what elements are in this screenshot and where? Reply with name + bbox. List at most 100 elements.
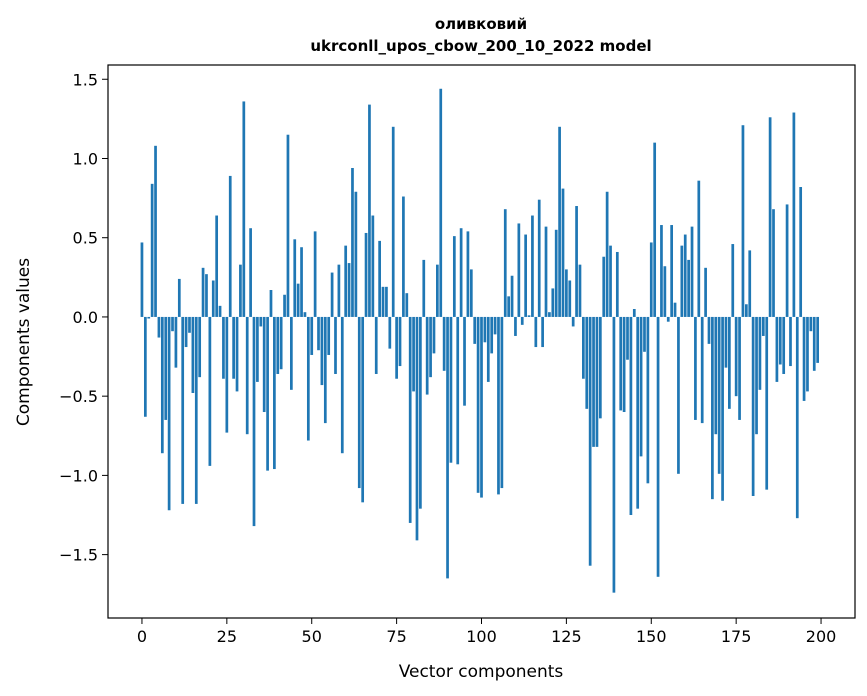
x-axis-label: Vector components	[399, 662, 564, 682]
bar-62	[351, 167, 354, 317]
bar-71	[381, 286, 385, 317]
bar-47	[300, 247, 303, 317]
bar-60	[344, 245, 348, 317]
bar-30	[242, 101, 246, 317]
bar-31	[245, 316, 249, 435]
bar-80	[412, 316, 415, 392]
bar-48	[303, 312, 307, 317]
bar-74	[391, 126, 395, 317]
bar-26	[228, 175, 232, 317]
bar-90	[446, 316, 449, 579]
bar-75	[395, 316, 398, 379]
bar-50	[310, 316, 314, 355]
bar-188	[778, 316, 782, 365]
bar-140	[615, 251, 619, 317]
bar-124	[561, 188, 565, 317]
bar-25	[225, 316, 229, 433]
bar-125	[565, 269, 568, 317]
bar-147	[639, 316, 643, 457]
bar-180	[751, 316, 755, 496]
y-axis: −1.5 −1.0 −0.5 0.0 0.5 1.0 1.5	[59, 70, 108, 565]
x-tick-label: 100	[466, 627, 497, 646]
bar-88	[439, 88, 443, 317]
bar-2	[147, 316, 151, 319]
bar-63	[354, 191, 358, 317]
bar-155	[666, 316, 670, 322]
bar-194	[799, 187, 803, 317]
bar-173	[728, 316, 731, 409]
bar-132	[588, 316, 592, 566]
bar-86	[432, 316, 436, 354]
bar-177	[741, 125, 745, 317]
bar-87	[436, 264, 439, 317]
bar-113	[524, 234, 527, 317]
bar-40	[276, 316, 280, 374]
bar-182	[758, 316, 762, 390]
bar-21	[211, 280, 215, 317]
bar-158	[677, 316, 680, 474]
bar-151	[653, 142, 657, 317]
bar-51	[313, 231, 317, 317]
bar-35	[259, 316, 263, 327]
bar-160	[683, 234, 687, 317]
bar-134	[595, 316, 599, 447]
bar-33	[252, 316, 256, 527]
bar-94	[459, 228, 463, 317]
bar-27	[232, 316, 235, 379]
bar-0	[140, 242, 144, 317]
bar-39	[273, 316, 276, 470]
bar-12	[181, 316, 185, 504]
bar-19	[205, 274, 208, 317]
y-tick-label: −0.5	[59, 387, 98, 406]
bar-171	[721, 316, 724, 501]
bar-84	[425, 316, 429, 395]
bar-163	[694, 316, 697, 420]
bar-193	[795, 316, 799, 519]
bar-143	[626, 316, 629, 360]
bar-57	[334, 316, 337, 374]
bar-41	[279, 316, 283, 370]
bar-174	[731, 244, 735, 317]
bar-172	[724, 316, 728, 368]
bar-119	[544, 226, 548, 317]
y-tick-label: 0.5	[73, 229, 98, 248]
bar-85	[429, 316, 432, 378]
bar-6	[160, 316, 164, 454]
bar-34	[256, 316, 259, 382]
bar-61	[347, 263, 351, 317]
bar-116	[534, 316, 538, 348]
bar-49	[306, 316, 310, 441]
bar-20	[208, 316, 212, 466]
bars-group	[140, 88, 820, 593]
y-tick-label: 1.5	[73, 70, 98, 89]
bar-111	[517, 223, 521, 317]
bar-28	[235, 316, 239, 392]
bar-152	[656, 316, 660, 577]
bar-10	[174, 316, 178, 368]
bar-195	[802, 316, 806, 401]
bar-108	[507, 296, 511, 317]
y-tick-label: −1.0	[59, 466, 98, 485]
bar-178	[744, 304, 748, 317]
bar-107	[503, 209, 507, 317]
bar-11	[177, 278, 181, 317]
x-tick-label: 50	[302, 627, 322, 646]
bar-146	[636, 316, 640, 509]
bar-69	[374, 316, 378, 374]
bar-121	[551, 288, 555, 317]
bar-164	[697, 180, 701, 317]
bar-15	[191, 316, 195, 393]
bar-17	[198, 316, 202, 378]
bar-135	[598, 316, 602, 419]
bar-98	[473, 316, 477, 344]
bar-42	[283, 294, 286, 317]
bar-83	[422, 259, 426, 317]
bar-198	[812, 316, 816, 371]
bar-76	[398, 316, 402, 367]
bar-3	[150, 183, 154, 317]
y-axis-label: Components values	[14, 258, 34, 426]
bar-29	[239, 264, 242, 317]
bar-148	[643, 316, 646, 352]
bar-127	[571, 316, 575, 327]
bar-67	[368, 104, 371, 317]
